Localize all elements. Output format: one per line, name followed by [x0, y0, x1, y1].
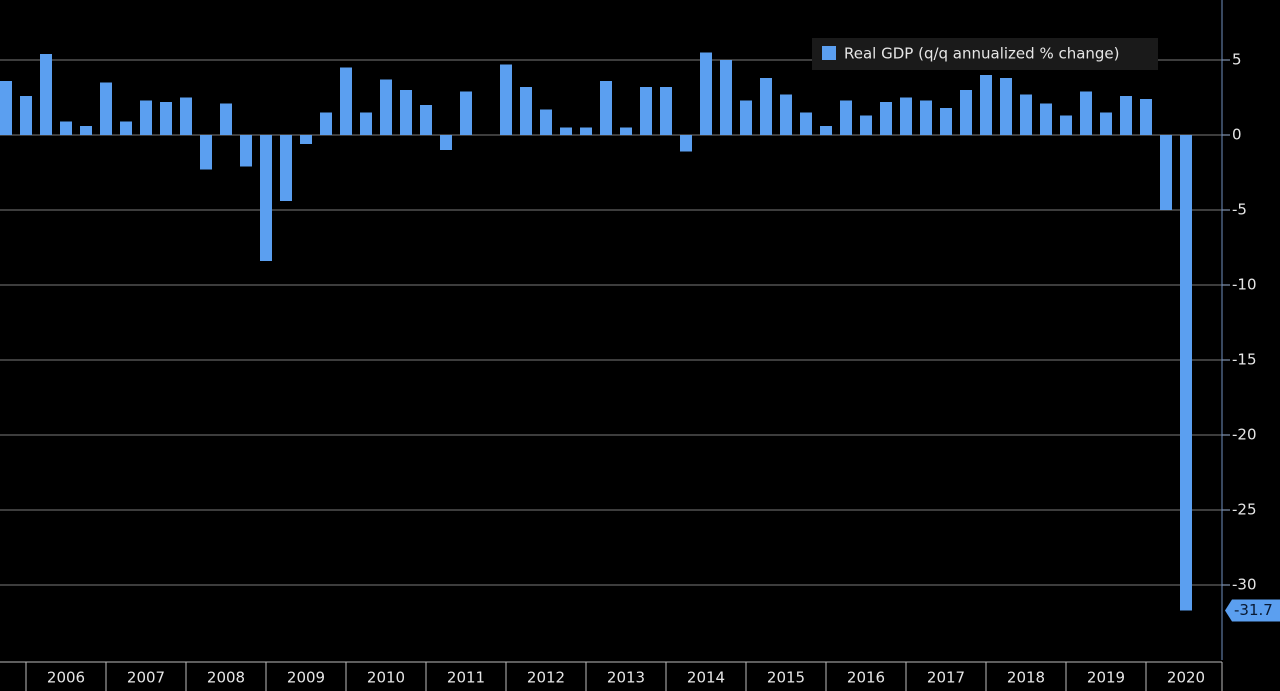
x-tick-label: 2015: [767, 669, 805, 687]
bar: [700, 52, 712, 135]
bar: [540, 109, 552, 135]
bar: [860, 115, 872, 135]
bar: [1060, 115, 1072, 135]
bar: [660, 87, 672, 135]
legend-box: [812, 38, 1158, 70]
y-tick-label: -20: [1232, 426, 1257, 444]
bar: [1020, 94, 1032, 135]
bar: [160, 102, 172, 135]
bar: [520, 87, 532, 135]
bar: [200, 135, 212, 170]
bar: [40, 54, 52, 135]
x-tick-label: 2007: [127, 669, 165, 687]
x-tick-label: 2019: [1087, 669, 1125, 687]
y-tick-label: 5: [1232, 51, 1242, 69]
y-tick-label: 0: [1232, 126, 1242, 144]
y-tick-label: -5: [1232, 201, 1247, 219]
x-tick-label: 2006: [47, 669, 85, 687]
bar: [940, 108, 952, 135]
bar: [900, 97, 912, 135]
bar: [740, 100, 752, 135]
bar: [220, 103, 232, 135]
x-tick-label: 2018: [1007, 669, 1045, 687]
legend-swatch: [822, 46, 836, 60]
bar: [800, 112, 812, 135]
bar: [20, 96, 32, 135]
bar: [300, 135, 312, 144]
bar: [120, 121, 132, 135]
bar: [100, 82, 112, 135]
bar: [1040, 103, 1052, 135]
bar: [420, 105, 432, 135]
y-tick-label: -30: [1232, 576, 1257, 594]
y-tick-label: -10: [1232, 276, 1257, 294]
x-tick-label: 2011: [447, 669, 485, 687]
bar: [320, 112, 332, 135]
bar: [820, 126, 832, 135]
bar: [440, 135, 452, 150]
x-tick-label: 2008: [207, 669, 245, 687]
value-tag: [1225, 599, 1280, 622]
bar: [1100, 112, 1112, 135]
bar: [80, 126, 92, 135]
x-tick-label: 2013: [607, 669, 645, 687]
bar: [780, 94, 792, 135]
bar: [760, 78, 772, 135]
bar: [960, 90, 972, 135]
x-tick-label: 2010: [367, 669, 405, 687]
legend-label: Real GDP (q/q annualized % change): [844, 45, 1120, 63]
bar: [600, 81, 612, 135]
bar: [580, 127, 592, 135]
bar: [620, 127, 632, 135]
bar: [680, 135, 692, 152]
x-tick-label: 2014: [687, 669, 725, 687]
bar: [720, 60, 732, 135]
bar: [140, 100, 152, 135]
bar: [980, 75, 992, 135]
bar: [400, 90, 412, 135]
bar: [260, 135, 272, 261]
bar: [1160, 135, 1172, 210]
bar: [240, 135, 252, 167]
bar: [880, 102, 892, 135]
x-tick-label: 2012: [527, 669, 565, 687]
bar: [340, 67, 352, 135]
bar: [1140, 99, 1152, 135]
bar: [180, 97, 192, 135]
bar: [1180, 135, 1192, 611]
legend: Real GDP (q/q annualized % change): [812, 38, 1158, 70]
bar: [60, 121, 72, 135]
bar: [360, 112, 372, 135]
y-tick-label: -25: [1232, 501, 1257, 519]
bar: [1120, 96, 1132, 135]
bar: [560, 127, 572, 135]
bar: [1000, 78, 1012, 135]
x-tick-label: 2009: [287, 669, 325, 687]
value-label: -31.7: [1234, 601, 1273, 619]
bar: [640, 87, 652, 135]
x-tick-label: 2017: [927, 669, 965, 687]
bar: [1080, 91, 1092, 135]
bar: [0, 81, 12, 135]
x-tick-label: 2020: [1167, 669, 1205, 687]
bar: [280, 135, 292, 201]
y-tick-label: -15: [1232, 351, 1257, 369]
bar: [460, 91, 472, 135]
x-tick-label: 2016: [847, 669, 885, 687]
bar: [500, 64, 512, 135]
bar: [840, 100, 852, 135]
bar: [380, 79, 392, 135]
bar: [920, 100, 932, 135]
